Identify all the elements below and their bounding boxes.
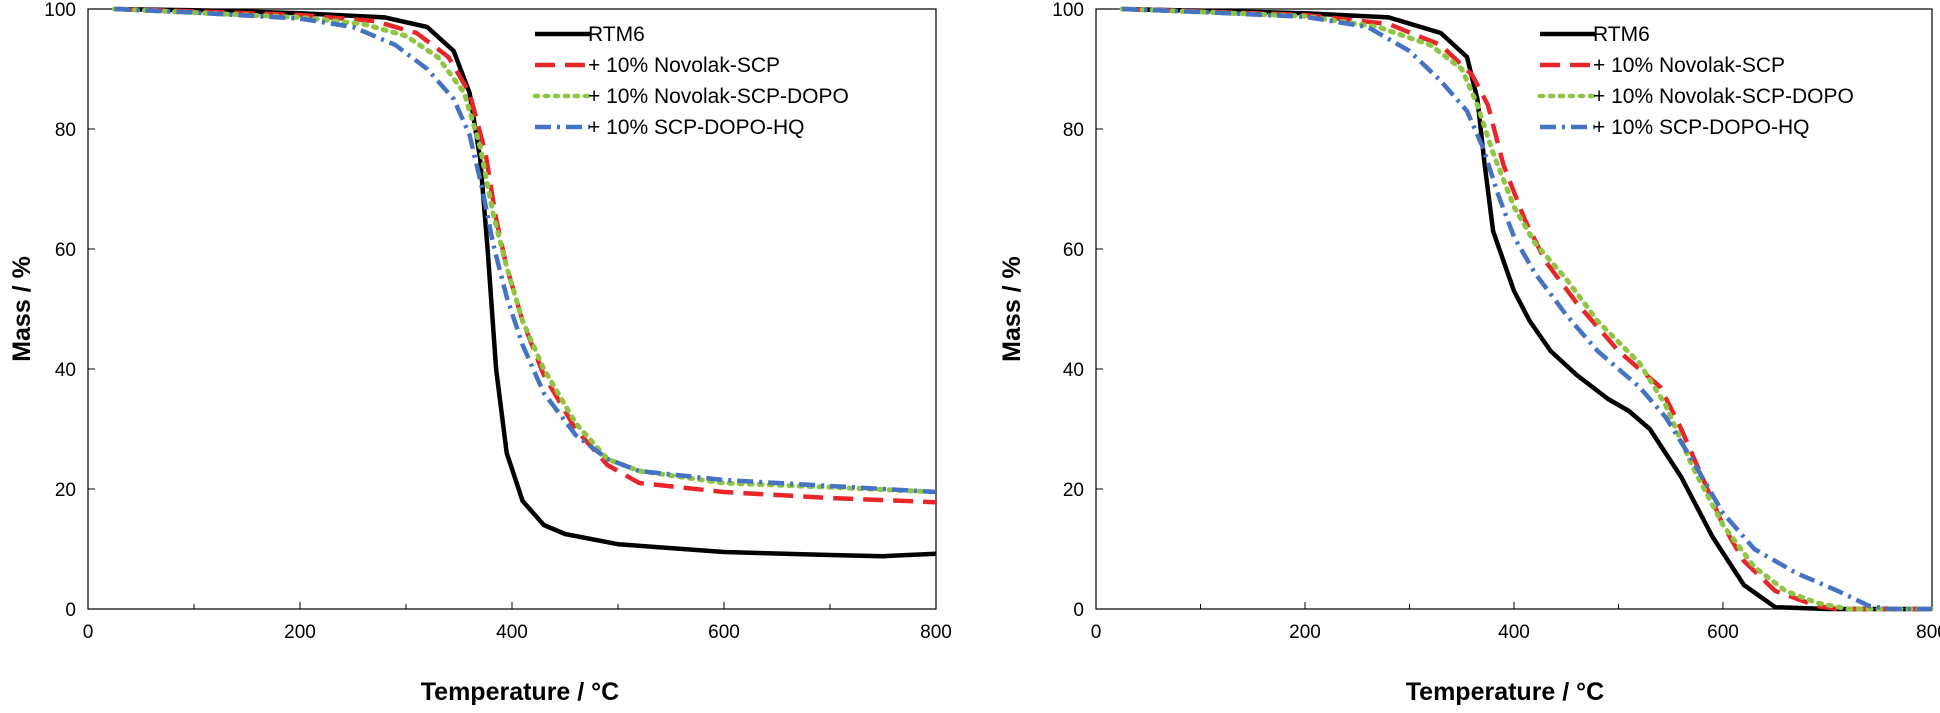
legend-label: + 10% Novolak-SCP (1593, 54, 1785, 77)
y-tick-label: 80 (1063, 120, 1084, 141)
series-line-10-novolak-scp (1122, 6, 1932, 612)
y-axis-title: Mass / % (998, 256, 1026, 362)
y-tick-label: 80 (55, 120, 76, 141)
legend-label: + 10% Novolak-SCP-DOPO (1593, 85, 1854, 108)
x-tick-label: 200 (284, 622, 316, 643)
x-axis-title: Temperature / °C (421, 678, 619, 706)
y-tick-label: 60 (1063, 240, 1084, 261)
legend-label: + 10% Novolak-SCP-DOPO (588, 85, 849, 108)
y-tick-label: 20 (1063, 480, 1084, 501)
y-tick-label: 0 (65, 600, 76, 621)
y-tick-label: 60 (55, 240, 76, 261)
legend-label: + 10% SCP-DOPO-HQ (588, 116, 804, 139)
x-axis-title: Temperature / °C (1406, 678, 1604, 706)
series-line-rtm6 (114, 6, 937, 559)
y-tick-label: 100 (44, 0, 76, 21)
x-tick-label: 800 (920, 622, 952, 643)
y-tick-label: 100 (1052, 0, 1084, 21)
y-axis-title: Mass / % (8, 256, 36, 362)
series-line-10-scp-dopo-hq (1122, 6, 1932, 612)
x-tick-label: 400 (496, 622, 528, 643)
y-tick-label: 40 (1063, 360, 1084, 381)
series-line-rtm6 (1122, 6, 1932, 612)
chart-2: 0 200 400 600 800 0 20 40 60 80 100 Temperature / °… (998, 0, 1940, 706)
legend-label: + 10% Novolak-SCP (588, 54, 780, 77)
legend-label: + 10% SCP-DOPO-HQ (1593, 116, 1809, 139)
x-tick-label: 0 (1091, 622, 1102, 643)
series-line-10-novolak-scp-dopo (1119, 6, 1935, 612)
x-tick-label: 0 (83, 622, 94, 643)
series-line-10-novolak-scp (114, 6, 937, 505)
y-tick-label: 0 (1073, 600, 1084, 621)
series-line-10-scp-dopo-hq (114, 6, 937, 495)
x-tick-label: 200 (1289, 622, 1321, 643)
legend-label: RTM6 (588, 23, 645, 46)
y-tick-label: 20 (55, 480, 76, 501)
x-tick-label: 800 (1916, 622, 1940, 643)
x-tick-label: 600 (708, 622, 740, 643)
chart-1: 0 200 400 600 800 0 20 40 60 80 100 Temperature / °… (8, 0, 952, 706)
series-line-10-novolak-scp-dopo (112, 6, 939, 495)
y-tick-label: 40 (55, 360, 76, 381)
x-tick-label: 600 (1707, 622, 1739, 643)
x-tick-label: 400 (1498, 622, 1530, 643)
legend-label: RTM6 (1593, 23, 1650, 46)
